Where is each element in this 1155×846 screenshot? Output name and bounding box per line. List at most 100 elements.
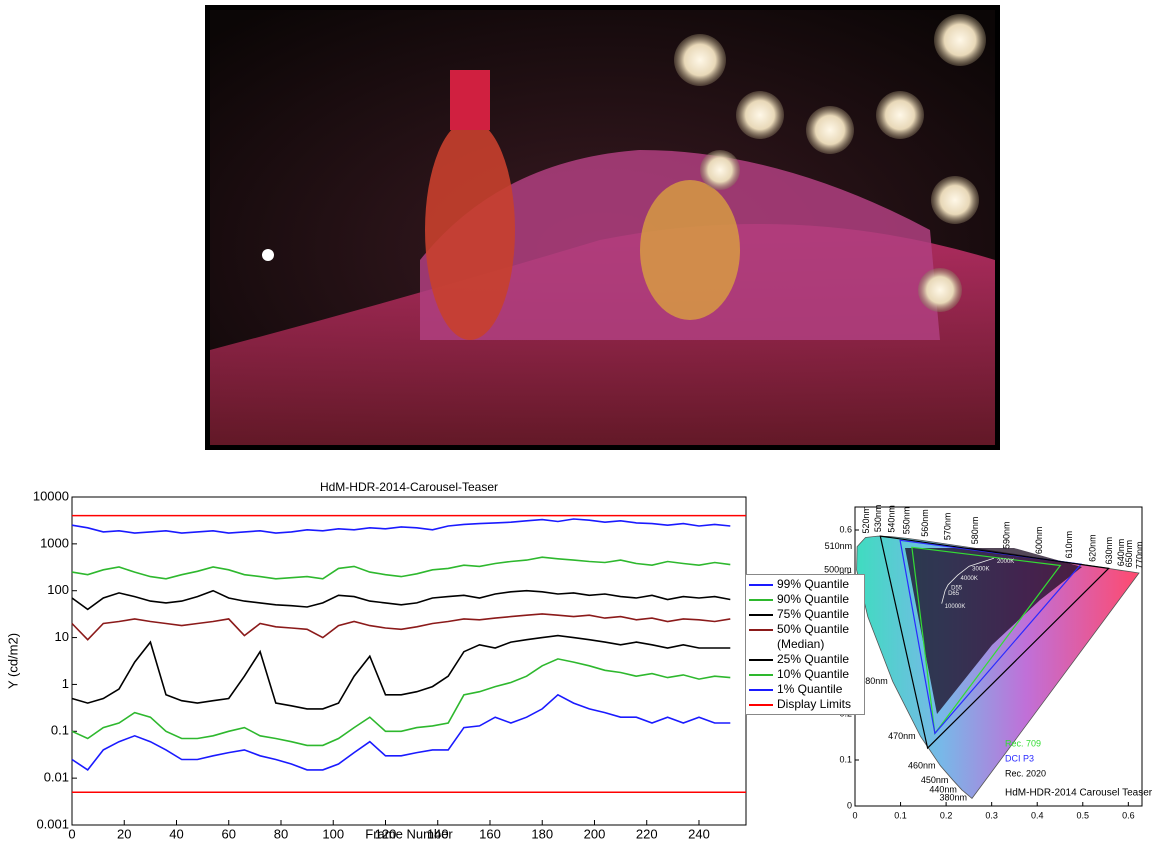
wavelength-label: 590nm: [1001, 521, 1011, 549]
x-tick-label: 220: [636, 826, 658, 841]
photo: [205, 5, 1000, 450]
white-point-label: 3000K: [972, 567, 989, 573]
bokeh: [876, 91, 924, 139]
legend-swatch: [749, 689, 773, 691]
wavelength-label: 510nm: [825, 541, 853, 551]
legend-entry: 10% Quantile: [749, 667, 861, 682]
x-tick-label: 20: [117, 826, 131, 841]
legend-entry: 25% Quantile: [749, 652, 861, 667]
x-tick-label: 0.5: [1077, 810, 1090, 820]
white-point-label: 2000K: [997, 559, 1014, 565]
x-tick-label: 120: [375, 826, 397, 841]
photo-lamp: [262, 249, 274, 261]
x-tick-label: 0.6: [1122, 810, 1135, 820]
x-tick-label: 240: [688, 826, 710, 841]
planckian-locus: [941, 557, 995, 604]
legend-swatch: [749, 629, 773, 631]
chart-title: HdM-HDR-2014-Carousel-Teaser: [320, 480, 498, 494]
wavelength-label: 380nm: [939, 793, 967, 803]
series-line: [71, 634, 731, 710]
white-point-label: D65: [948, 591, 960, 597]
wavelength-label: 650nm: [1124, 540, 1134, 568]
series-line: [71, 613, 731, 641]
y-tick-label: 0.001: [36, 816, 69, 831]
x-tick-label: 40: [169, 826, 183, 841]
wavelength-label: 580nm: [970, 517, 980, 545]
series-line: [71, 556, 731, 580]
y-tick-label: 10: [55, 629, 69, 644]
y-tick-label: 1: [62, 676, 69, 691]
legend-entry: Display Limits: [749, 697, 861, 712]
wavelength-label: 460nm: [908, 760, 936, 770]
wavelength-label: 440nm: [929, 784, 957, 794]
legend-label: 99% Quantile: [777, 577, 850, 591]
legend-label: Rec. 709: [1005, 738, 1041, 748]
wavelength-label: 550nm: [902, 507, 912, 535]
legend-label: 50% Quantile (Median): [777, 622, 850, 651]
y-tick-label: 0.1: [839, 754, 852, 764]
gamut-triangle: [911, 546, 1062, 735]
chart-title: HdM-HDR-2014 Carousel Teaser: [1005, 788, 1153, 799]
photo-tiger: [640, 180, 740, 320]
white-point-label: 4000K: [961, 576, 978, 582]
y-axis-label: Y (cd/m2): [5, 633, 20, 689]
wavelength-label: 570nm: [943, 513, 953, 541]
image-gamut: [905, 548, 1082, 714]
wavelength-label: 470nm: [888, 731, 916, 741]
x-tick-label: 80: [274, 826, 288, 841]
legend-entry: 90% Quantile: [749, 592, 861, 607]
legend-swatch: [749, 674, 773, 676]
gamut-layer: Rec. 709 DCI P3 Rec. 2020 2000K 3000K 4000K D5…: [879, 535, 1110, 778]
bokeh: [806, 106, 854, 154]
legend-swatch: [749, 614, 773, 616]
y-tick-label: 0: [847, 800, 852, 810]
legend: 99% Quantile 90% Quantile 75% Quantile 50% …: [745, 574, 865, 715]
x-tick-label: 160: [479, 826, 501, 841]
luminance-chart: 0 20 40 60 80 100 120 140 160 180 200 220 240 0.001 0.…: [33, 488, 746, 841]
x-tick-label: 0.4: [1031, 810, 1044, 820]
x-tick-label: 0: [68, 826, 75, 841]
legend-label: 25% Quantile: [777, 652, 850, 666]
wavelength-label: 640nm: [1116, 539, 1126, 567]
wavelength-label: 530nm: [873, 505, 883, 533]
x-axis-label: Frame Number: [365, 826, 453, 841]
series-line: [71, 658, 731, 747]
legend-label: DCI P3: [1005, 753, 1034, 763]
legend-label: Rec. 2020: [1005, 768, 1046, 778]
x-tick-label: 0.3: [985, 810, 998, 820]
legend-label: 75% Quantile: [777, 607, 850, 621]
legend-swatch: [749, 599, 773, 601]
wavelength-label: 620nm: [1087, 534, 1097, 562]
wavelength-label: 630nm: [1104, 537, 1114, 565]
legend-entry: 99% Quantile: [749, 577, 861, 592]
wavelength-label: 610nm: [1064, 531, 1074, 559]
legend-entry: 75% Quantile: [749, 607, 861, 622]
x-tick-label: 60: [222, 826, 236, 841]
y-tick-label: 1000: [40, 535, 69, 550]
wavelength-label: 500nm: [824, 564, 852, 574]
y-tick-label: 10000: [33, 488, 69, 503]
x-tick-label: 100: [322, 826, 344, 841]
x-tick-label: 0.1: [894, 810, 907, 820]
wavelength-label: 450nm: [921, 775, 949, 785]
legend-label: Display Limits: [777, 697, 852, 711]
bokeh: [674, 34, 726, 86]
wavelength-label: 770nm: [1134, 541, 1144, 569]
bokeh: [934, 14, 986, 66]
y-tick-label: 0.01: [44, 770, 69, 785]
y-tick-label: 0.6: [839, 524, 852, 534]
bokeh: [918, 268, 962, 312]
legend-swatch: [749, 704, 773, 706]
wavelength-label: 520nm: [861, 506, 871, 534]
gamut-triangle: [879, 535, 1110, 750]
legend-entry: 1% Quantile: [749, 682, 861, 697]
bokeh: [736, 91, 784, 139]
legend-swatch: [749, 659, 773, 661]
x-tick-label: 180: [531, 826, 553, 841]
series-line: [71, 518, 731, 534]
white-point-label: 10000K: [945, 604, 966, 610]
x-tick-label: 140: [427, 826, 449, 841]
series-line: [71, 693, 731, 771]
